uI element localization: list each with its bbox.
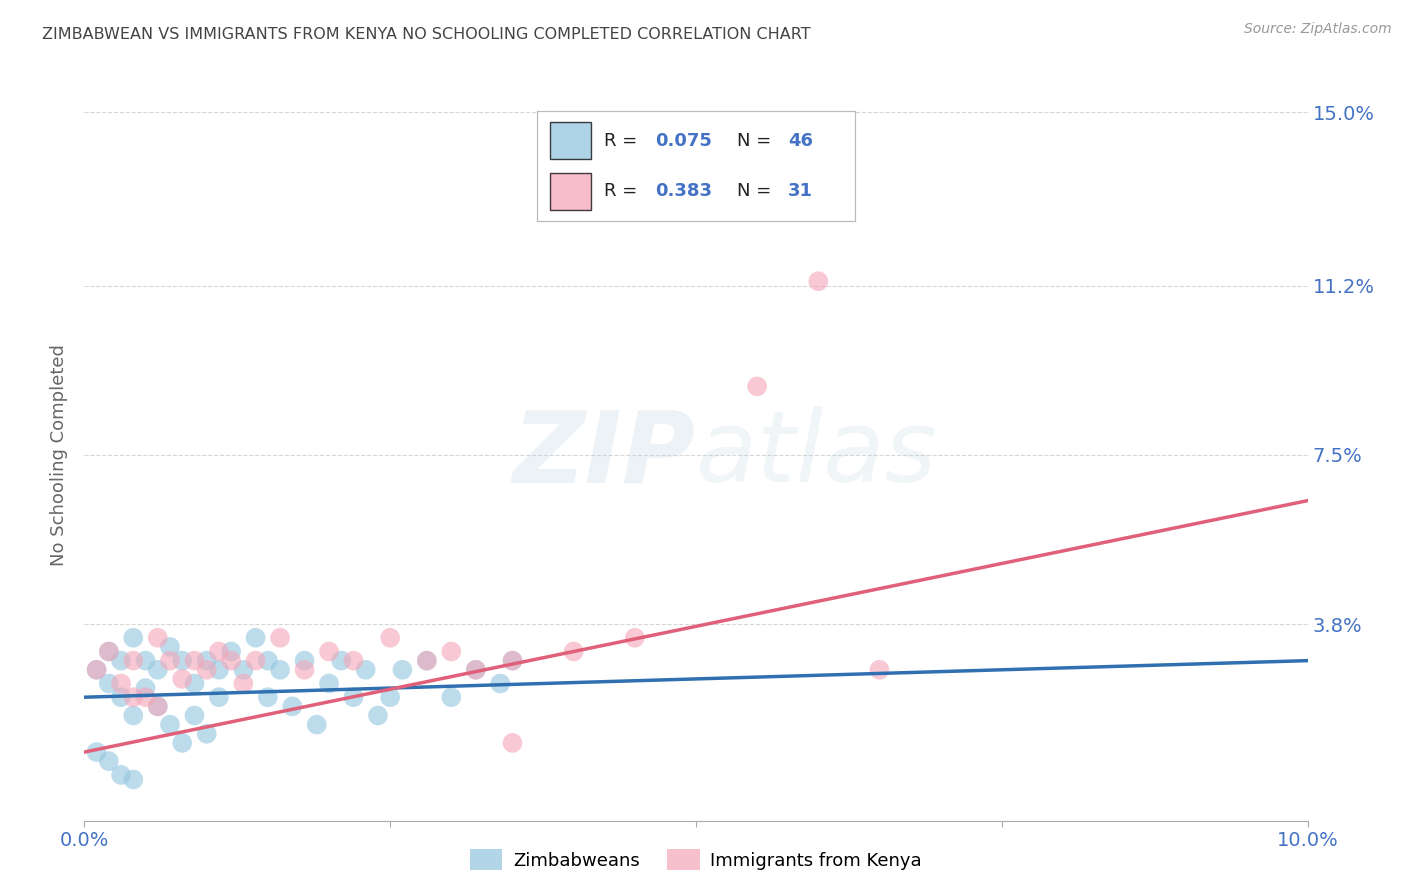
Point (97, 676, 120, 690)
Point (281, 699, 304, 714)
Point (502, 654, 524, 668)
Point (183, 708, 205, 723)
Point (440, 644, 463, 658)
Point (232, 676, 254, 690)
Point (208, 690, 231, 705)
Point (208, 663, 231, 677)
Point (391, 663, 413, 677)
Text: ZIMBABWEAN VS IMMIGRANTS FROM KENYA NO SCHOOLING COMPLETED CORRELATION CHART: ZIMBABWEAN VS IMMIGRANTS FROM KENYA NO S… (42, 27, 811, 42)
Point (110, 768, 132, 782)
Point (208, 644, 231, 658)
Point (110, 690, 132, 705)
Point (269, 663, 291, 677)
Text: ZIP: ZIP (513, 407, 696, 503)
Point (146, 663, 169, 677)
Point (416, 654, 439, 668)
Point (245, 654, 267, 668)
Point (747, 379, 769, 393)
Point (86, 745, 108, 759)
Point (195, 727, 218, 741)
Point (562, 644, 585, 658)
Point (257, 654, 280, 668)
Point (97, 644, 120, 658)
Point (97, 754, 120, 768)
Point (232, 663, 254, 677)
Point (342, 654, 364, 668)
Point (159, 654, 181, 668)
Point (135, 690, 157, 705)
Point (122, 690, 145, 705)
Point (440, 690, 463, 705)
Point (172, 672, 194, 686)
Point (502, 654, 524, 668)
Point (159, 717, 181, 731)
Point (318, 676, 340, 690)
Point (807, 274, 830, 288)
Point (869, 663, 891, 677)
Point (86, 663, 108, 677)
Point (416, 654, 439, 668)
Point (318, 644, 340, 658)
Point (122, 708, 145, 723)
Point (122, 631, 145, 645)
Point (380, 631, 402, 645)
Point (245, 631, 267, 645)
Text: atlas: atlas (696, 407, 938, 503)
Point (294, 654, 316, 668)
Point (135, 681, 157, 695)
Point (122, 772, 145, 787)
Point (305, 717, 328, 731)
Point (172, 654, 194, 668)
Point (380, 690, 402, 705)
Point (122, 654, 145, 668)
Point (195, 663, 218, 677)
Point (219, 644, 242, 658)
Legend: Zimbabweans, Immigrants from Kenya: Zimbabweans, Immigrants from Kenya (463, 842, 929, 878)
Point (294, 663, 316, 677)
Point (97, 644, 120, 658)
Point (172, 736, 194, 750)
Point (159, 640, 181, 654)
Y-axis label: No Schooling Completed: No Schooling Completed (51, 344, 69, 566)
Point (257, 690, 280, 705)
Point (342, 690, 364, 705)
Point (330, 654, 353, 668)
Point (489, 676, 512, 690)
Point (367, 708, 389, 723)
Point (146, 631, 169, 645)
Point (146, 699, 169, 714)
Point (502, 736, 524, 750)
Point (195, 654, 218, 668)
Point (183, 654, 205, 668)
Point (464, 663, 486, 677)
Point (110, 654, 132, 668)
Text: Source: ZipAtlas.com: Source: ZipAtlas.com (1244, 22, 1392, 37)
Point (86, 663, 108, 677)
Point (219, 654, 242, 668)
Point (110, 676, 132, 690)
Point (464, 663, 486, 677)
Point (146, 699, 169, 714)
Point (354, 663, 377, 677)
Point (183, 676, 205, 690)
Point (135, 654, 157, 668)
Point (269, 631, 291, 645)
Point (624, 631, 647, 645)
